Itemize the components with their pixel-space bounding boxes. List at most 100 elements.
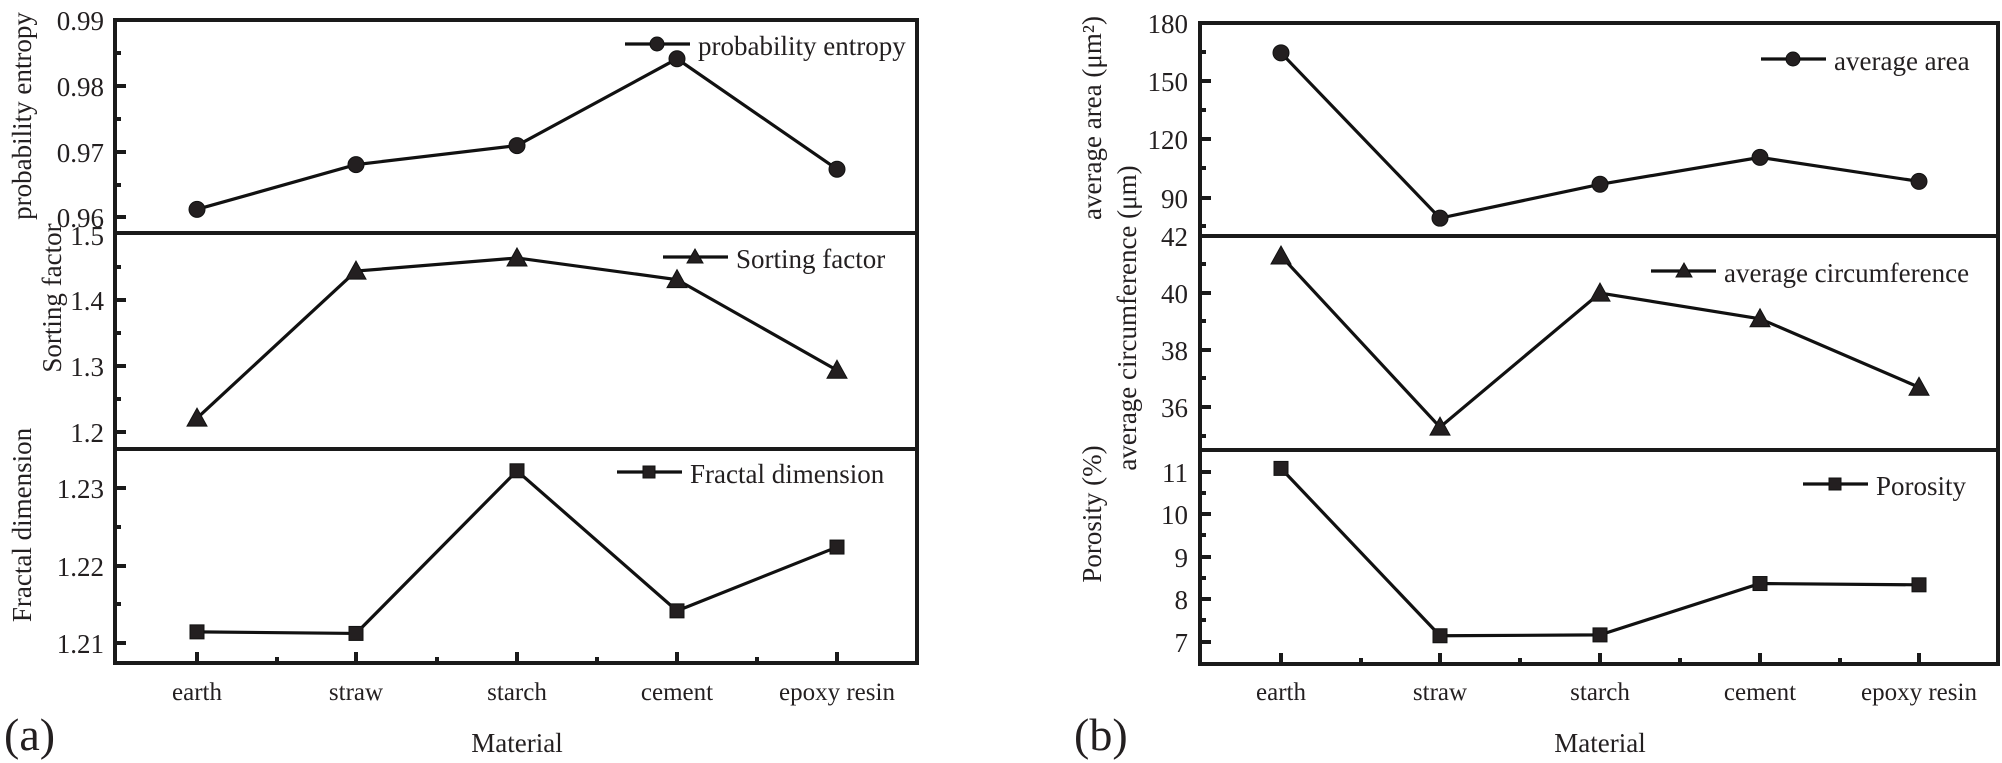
legend-fractal-dimension: Fractal dimension	[617, 459, 885, 489]
series-porosity	[1273, 460, 1927, 644]
ytick-label: 0.97	[57, 138, 104, 168]
ytick-label: 0.96	[57, 203, 104, 233]
triangle-marker-icon	[686, 247, 704, 264]
ytick-label: 1.4	[70, 286, 104, 316]
triangle-marker-icon	[1589, 282, 1611, 302]
ytick-label: 1.21	[57, 629, 104, 659]
category-label: starch	[487, 679, 547, 706]
ytick-label: 0.99	[57, 6, 104, 36]
legend-average-circumference: average circumference	[1651, 258, 1969, 288]
series-line	[196, 56, 838, 211]
category-label: straw	[1413, 679, 1467, 706]
category-label: earth	[172, 679, 222, 706]
triangle-marker-icon	[186, 407, 208, 427]
ytick-label: 120	[1148, 125, 1189, 155]
legend-label: Sorting factor	[736, 244, 885, 274]
square-marker-icon	[1752, 576, 1768, 592]
triangle-marker-icon	[1429, 416, 1451, 436]
circle-marker-icon	[347, 156, 365, 174]
category-label: epoxy resin	[1861, 679, 1977, 706]
circle-marker-icon	[1431, 209, 1449, 227]
square-marker-icon	[348, 625, 364, 641]
circle-marker-icon	[1785, 51, 1801, 67]
y-axis-title-porosity: Porosity (%)	[1077, 445, 1107, 582]
y-axis-title-average-circumference: average circumference (μm)	[1112, 165, 1142, 470]
square-marker-icon	[1592, 627, 1608, 643]
ytick-label: 7	[1175, 628, 1189, 658]
square-marker-icon	[1911, 577, 1927, 593]
category-label: starch	[1570, 679, 1630, 706]
series-sorting-factor	[186, 246, 848, 427]
ytick-label: 1.23	[57, 474, 104, 504]
circle-marker-icon	[828, 160, 846, 178]
ytick-label: 1.5	[70, 221, 104, 251]
ytick-label: 1.2	[70, 418, 104, 448]
y-axis-title-fractal-dimension: Fractal dimension	[7, 427, 37, 622]
panel-tag-a: (a)	[4, 709, 55, 760]
legend-sorting-factor: Sorting factor	[663, 244, 885, 274]
legend-label: probability entropy	[698, 31, 906, 61]
ytick-label: 8	[1175, 585, 1189, 615]
square-marker-icon	[829, 539, 845, 555]
series-probability-entropy	[188, 50, 846, 218]
legend-probability-entropy: probability entropy	[625, 31, 906, 61]
panel-b-frame	[1198, 21, 2000, 666]
ytick-label: 1.3	[70, 352, 104, 382]
triangle-marker-icon	[666, 268, 688, 289]
y-axis-title-average-area: average area (μm²)	[1077, 16, 1107, 220]
ytick-label: 180	[1148, 9, 1189, 39]
circle-marker-icon	[1910, 172, 1928, 190]
legend-label: Fractal dimension	[690, 459, 885, 489]
panel-a-bot-yaxis: 1.23 1.22 1.21	[57, 474, 126, 659]
ytick-label: 1.22	[57, 552, 104, 582]
triangle-marker-icon	[1675, 261, 1693, 278]
triangle-marker-icon	[345, 260, 367, 280]
category-label: epoxy resin	[779, 679, 895, 706]
ytick-label: 0.98	[57, 72, 104, 102]
square-marker-icon	[509, 463, 525, 479]
ytick-label: 11	[1162, 458, 1188, 488]
circle-marker-icon	[668, 50, 686, 68]
category-label: earth	[1256, 679, 1306, 706]
ytick-label: 40	[1161, 279, 1188, 309]
square-marker-icon	[669, 603, 685, 619]
panel-a-mid-yaxis: 1.5 1.4 1.3 1.2	[70, 221, 126, 448]
square-marker-icon	[1432, 628, 1448, 644]
category-label: cement	[1724, 679, 1796, 706]
panel-a-top-yaxis: 0.99 0.98 0.97 0.96	[57, 6, 126, 233]
ytick-label: 150	[1148, 67, 1189, 97]
legend-label: average circumference	[1724, 258, 1969, 288]
legend-label: Porosity	[1876, 471, 1967, 501]
ytick-label: 90	[1161, 184, 1188, 214]
panel-a-frame	[113, 18, 919, 665]
x-axis-title: Material	[1554, 728, 1645, 758]
legend-average-area: average area	[1761, 46, 1970, 76]
category-label: straw	[329, 679, 383, 706]
category-label: cement	[641, 679, 713, 706]
ytick-label: 38	[1161, 336, 1188, 366]
circle-marker-icon	[508, 137, 526, 155]
y-axis-title-probability-entropy: probability entropy	[7, 12, 37, 220]
square-marker-icon	[642, 465, 656, 479]
panel-tag-b: (b)	[1074, 709, 1128, 760]
series-line	[1279, 51, 1920, 220]
ytick-label: 10	[1161, 500, 1188, 530]
square-marker-icon	[1273, 460, 1289, 476]
triangle-marker-icon	[1908, 376, 1930, 396]
ytick-label: 42	[1161, 222, 1188, 252]
square-marker-icon	[1828, 477, 1842, 491]
y-axis-title-sorting-factor: Sorting factor	[37, 223, 67, 372]
series-average-area	[1272, 44, 1928, 227]
square-marker-icon	[189, 624, 205, 640]
series-average-circumference	[1270, 244, 1930, 436]
circle-marker-icon	[188, 200, 206, 218]
circle-marker-icon	[649, 36, 665, 52]
ytick-label: 9	[1175, 543, 1189, 573]
triangle-marker-icon	[1270, 244, 1292, 265]
circle-marker-icon	[1591, 175, 1609, 193]
triangle-marker-icon	[826, 359, 848, 379]
triangle-marker-icon	[1749, 307, 1771, 328]
series-fractal-dimension	[189, 463, 845, 641]
panel-b-xaxis: earth straw starch cement epoxy resin Ma…	[1256, 653, 1977, 758]
